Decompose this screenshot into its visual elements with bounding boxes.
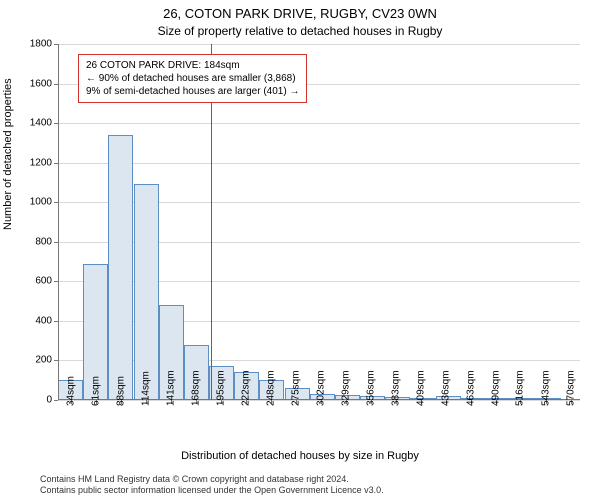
x-tick-label: 409sqm bbox=[415, 370, 426, 406]
y-tick-label: 1600 bbox=[30, 78, 52, 89]
attribution-line-1: Contains HM Land Registry data © Crown c… bbox=[40, 474, 580, 485]
x-tick-label: 61sqm bbox=[91, 376, 102, 406]
x-tick-label: 114sqm bbox=[140, 371, 151, 406]
chart-container: { "title_main": "26, COTON PARK DRIVE, R… bbox=[0, 0, 600, 500]
x-tick-label: 436sqm bbox=[440, 370, 451, 406]
gridline bbox=[58, 163, 580, 164]
x-tick-label: 275sqm bbox=[290, 370, 301, 406]
gridline bbox=[58, 44, 580, 45]
x-axis-label: Distribution of detached houses by size … bbox=[0, 450, 600, 462]
x-tick-label: 570sqm bbox=[565, 370, 576, 406]
gridline bbox=[58, 123, 580, 124]
y-tick-label: 1200 bbox=[30, 157, 52, 168]
x-tick-label: 516sqm bbox=[515, 370, 526, 406]
plot-area: 02004006008001000120014001600180034sqm61… bbox=[58, 44, 580, 400]
annotation-line: 26 COTON PARK DRIVE: 184sqm bbox=[86, 59, 299, 72]
y-tick-mark bbox=[54, 400, 58, 401]
y-tick-label: 1400 bbox=[30, 118, 52, 129]
histogram-bar bbox=[134, 184, 159, 400]
x-tick-label: 356sqm bbox=[366, 370, 377, 406]
y-tick-label: 400 bbox=[35, 315, 52, 326]
attribution-text: Contains HM Land Registry data © Crown c… bbox=[40, 474, 580, 497]
x-tick-label: 88sqm bbox=[116, 376, 127, 406]
x-tick-label: 222sqm bbox=[241, 370, 252, 406]
x-tick-label: 302sqm bbox=[315, 370, 326, 406]
y-tick-label: 200 bbox=[35, 355, 52, 366]
x-tick-label: 329sqm bbox=[341, 370, 352, 406]
y-tick-label: 800 bbox=[35, 236, 52, 247]
x-tick-label: 383sqm bbox=[391, 370, 402, 406]
chart-title-sub: Size of property relative to detached ho… bbox=[0, 24, 600, 38]
y-tick-label: 1800 bbox=[30, 39, 52, 50]
x-tick-label: 195sqm bbox=[216, 370, 227, 406]
chart-title-main: 26, COTON PARK DRIVE, RUGBY, CV23 0WN bbox=[0, 6, 600, 21]
y-tick-label: 0 bbox=[46, 395, 52, 406]
x-tick-label: 248sqm bbox=[265, 370, 276, 406]
x-tick-label: 168sqm bbox=[190, 370, 201, 406]
annotation-box: 26 COTON PARK DRIVE: 184sqm← 90% of deta… bbox=[78, 54, 307, 103]
y-axis-line bbox=[58, 44, 59, 400]
x-tick-label: 34sqm bbox=[66, 376, 77, 406]
annotation-line: 9% of semi-detached houses are larger (4… bbox=[86, 85, 299, 98]
x-tick-label: 543sqm bbox=[540, 370, 551, 406]
attribution-line-2: Contains public sector information licen… bbox=[40, 485, 580, 496]
annotation-line: ← 90% of detached houses are smaller (3,… bbox=[86, 72, 299, 85]
x-tick-label: 463sqm bbox=[465, 370, 476, 406]
x-tick-label: 490sqm bbox=[491, 370, 502, 406]
x-tick-label: 141sqm bbox=[165, 370, 176, 406]
histogram-bar bbox=[108, 135, 133, 400]
y-tick-label: 1000 bbox=[30, 197, 52, 208]
y-tick-label: 600 bbox=[35, 276, 52, 287]
y-axis-label: Number of detached properties bbox=[2, 78, 14, 230]
